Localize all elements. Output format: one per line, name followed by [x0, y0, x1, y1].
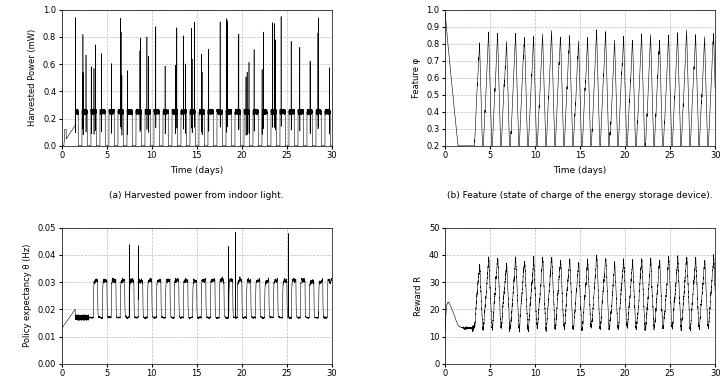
- X-axis label: Time (days): Time (days): [553, 166, 607, 175]
- Title: (a) Harvested power from indoor light.: (a) Harvested power from indoor light.: [110, 191, 284, 200]
- Y-axis label: Policy expectancy θ (Hz): Policy expectancy θ (Hz): [23, 244, 32, 347]
- Y-axis label: Feature φ: Feature φ: [412, 58, 421, 98]
- Y-axis label: Harvested Power (mW): Harvested Power (mW): [28, 29, 37, 126]
- Title: (b) Feature (state of charge of the energy storage device).: (b) Feature (state of charge of the ener…: [447, 191, 713, 200]
- X-axis label: Time (days): Time (days): [170, 166, 224, 175]
- Y-axis label: Reward R: Reward R: [415, 276, 423, 316]
